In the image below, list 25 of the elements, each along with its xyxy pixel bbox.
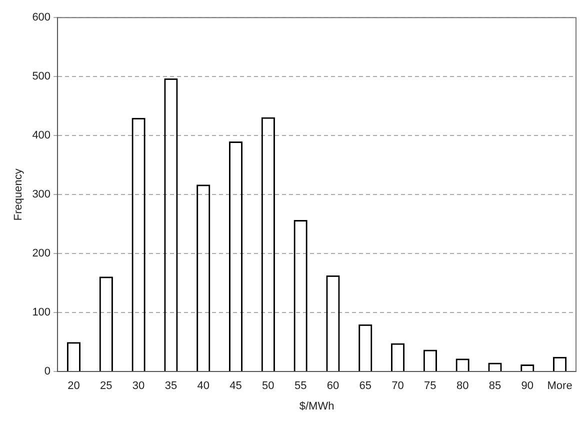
y-tick-label: 0 bbox=[44, 366, 51, 378]
x-tick-label: 80 bbox=[456, 380, 469, 392]
x-tick-label: 35 bbox=[164, 380, 178, 392]
y-tick-label: 300 bbox=[32, 188, 51, 201]
x-tick-label: 30 bbox=[132, 380, 145, 392]
x-tick-label: 90 bbox=[521, 380, 534, 392]
x-tick-label: 20 bbox=[68, 380, 80, 392]
x-tick-label: 75 bbox=[424, 380, 436, 392]
x-tick-label: 25 bbox=[100, 380, 112, 392]
y-axis-title: Frequency bbox=[12, 168, 25, 221]
x-tick-label: 65 bbox=[359, 380, 372, 392]
y-tick-label: 600 bbox=[32, 12, 51, 24]
y-tick-label: 100 bbox=[32, 306, 51, 319]
x-tick-label: 40 bbox=[197, 380, 210, 392]
x-tick-label: 55 bbox=[294, 380, 307, 392]
x-tick-label: 60 bbox=[326, 380, 340, 392]
y-tick-label: 500 bbox=[32, 70, 51, 83]
x-tick-label: 50 bbox=[262, 380, 274, 392]
y-tick-label: 200 bbox=[32, 248, 51, 260]
y-tick-label: 400 bbox=[32, 130, 51, 142]
x-tick-label: More bbox=[547, 380, 572, 392]
x-tick-label: 85 bbox=[488, 380, 502, 392]
x-tick-label: 45 bbox=[230, 380, 242, 392]
x-tick-label: 70 bbox=[392, 380, 404, 392]
x-axis-title: $/MWh bbox=[299, 400, 334, 412]
